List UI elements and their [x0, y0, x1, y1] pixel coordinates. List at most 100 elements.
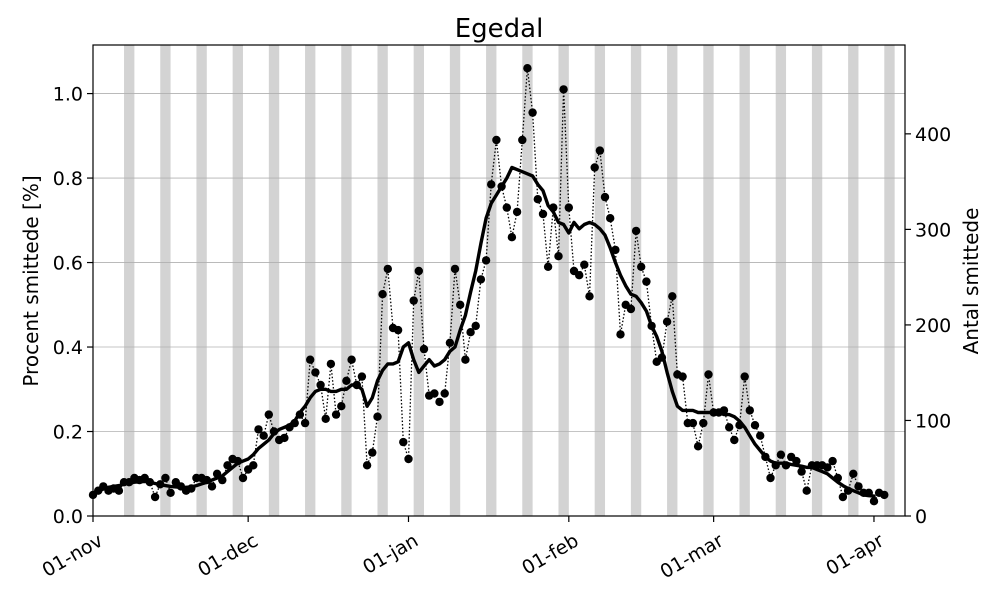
x-tick-label: 01-apr — [822, 530, 887, 580]
data-point — [616, 330, 625, 339]
weekend-band — [124, 45, 135, 516]
series-line-daily — [92, 68, 885, 503]
weekend-band — [232, 45, 243, 516]
data-point — [362, 461, 372, 470]
y-tick-label: 0.0 — [53, 506, 83, 528]
data-point — [471, 321, 480, 331]
data-point — [880, 490, 889, 500]
data-point — [637, 262, 646, 271]
data-point — [414, 266, 423, 276]
weekend-band — [739, 45, 750, 516]
chart-title: Egedal — [455, 14, 544, 44]
data-point — [326, 359, 336, 369]
x-tick-label: 01-dec — [194, 530, 261, 582]
weekend-band — [486, 45, 497, 516]
data-point — [688, 418, 698, 428]
data-point — [554, 252, 563, 261]
data-point — [409, 296, 418, 305]
data-point — [331, 410, 341, 419]
data-point — [207, 482, 217, 491]
weekend-band — [449, 45, 461, 516]
data-point — [797, 467, 806, 476]
data-point — [461, 355, 470, 364]
data-point — [580, 260, 589, 269]
weekend-band — [848, 45, 859, 516]
weekend-band — [594, 45, 606, 516]
x-tick-label: 01-jan — [359, 530, 422, 579]
weekend-band — [667, 45, 678, 516]
data-point — [693, 442, 703, 451]
weekend-band — [268, 45, 280, 516]
data-point — [238, 473, 248, 483]
data-point — [404, 454, 413, 464]
data-point — [740, 372, 749, 381]
data-point — [518, 135, 527, 145]
data-point — [321, 414, 330, 423]
data-point — [337, 402, 346, 411]
data-point — [606, 214, 615, 223]
weekend-band — [703, 45, 714, 516]
weekend-band — [305, 45, 316, 516]
data-point — [792, 456, 801, 466]
series — [88, 63, 889, 506]
weekend-band — [811, 45, 823, 516]
data-point — [533, 195, 542, 204]
data-point — [626, 304, 636, 314]
data-point — [435, 397, 444, 407]
weekend-band — [884, 45, 895, 516]
y2-tick-label: 0 — [915, 506, 927, 528]
data-point — [502, 203, 511, 212]
y-tick-label: 0.8 — [53, 168, 83, 190]
data-point — [730, 435, 739, 445]
data-point — [600, 192, 610, 202]
data-point — [166, 488, 175, 497]
data-point — [575, 271, 584, 280]
data-point — [456, 300, 465, 309]
y2-tick-label: 100 — [915, 410, 951, 432]
data-point — [466, 328, 475, 337]
data-point — [528, 108, 537, 117]
data-point — [828, 456, 837, 466]
data-point — [311, 368, 320, 377]
data-point — [249, 461, 258, 470]
data-point — [254, 425, 263, 434]
data-point — [585, 292, 594, 301]
data-point — [802, 486, 811, 495]
x-tick-label: 01-nov — [39, 530, 107, 582]
data-point — [450, 264, 460, 274]
data-point — [507, 233, 517, 242]
x-tick-label: 01-feb — [518, 530, 582, 580]
data-point — [662, 317, 672, 326]
series-line-smoothed — [91, 165, 876, 498]
data-point — [766, 473, 775, 483]
weekend-band — [341, 45, 352, 516]
data-point — [631, 226, 641, 236]
data-point — [223, 461, 232, 470]
plot-frame — [92, 44, 906, 517]
data-point — [725, 423, 734, 432]
data-point — [595, 146, 605, 155]
data-point — [590, 163, 599, 172]
weekend-band — [377, 45, 388, 516]
y2-tick-label: 200 — [915, 315, 951, 337]
data-point — [564, 203, 573, 212]
data-point — [492, 135, 501, 145]
y2-tick-label: 300 — [915, 219, 951, 241]
data-point — [487, 180, 496, 189]
data-point — [368, 448, 377, 457]
data-point — [316, 380, 325, 390]
weekend-band — [558, 45, 569, 516]
y-tick-label: 0.6 — [53, 253, 83, 275]
weekend-band — [522, 45, 533, 516]
data-point — [440, 389, 449, 398]
weekend-band — [775, 45, 787, 516]
data-point — [538, 209, 548, 219]
data-point — [704, 370, 713, 379]
data-point — [869, 497, 879, 506]
data-point — [559, 85, 568, 94]
y-tick-label: 0.2 — [53, 422, 83, 444]
data-point — [150, 492, 160, 502]
data-point — [642, 277, 651, 286]
weekend-band — [160, 45, 171, 516]
